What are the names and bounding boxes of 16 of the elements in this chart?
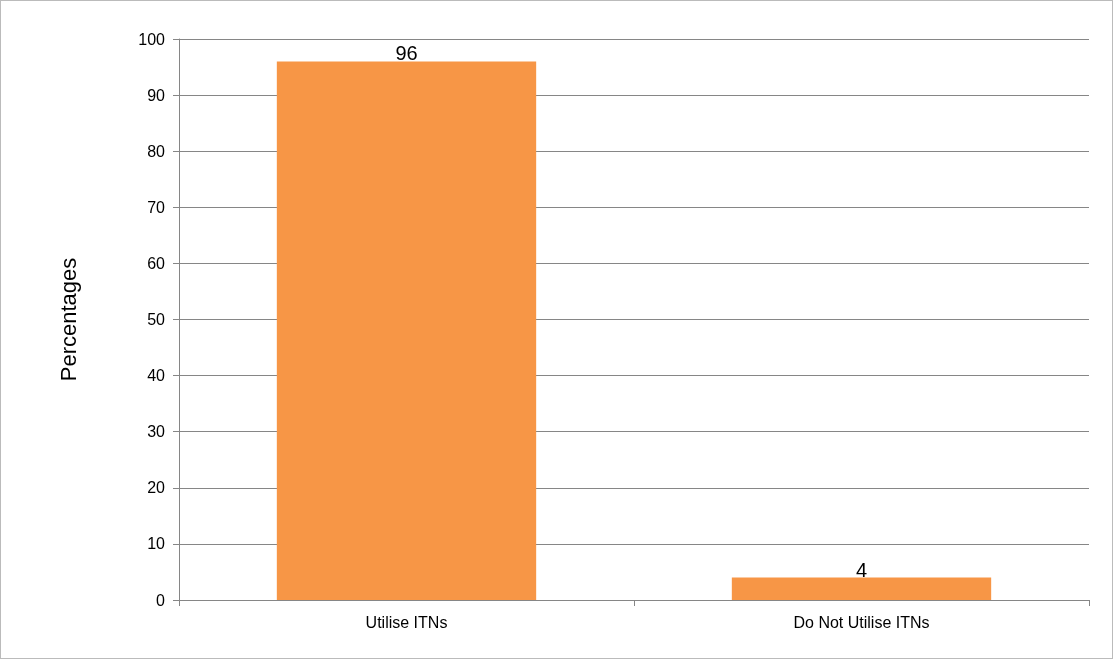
y-tick-label: 40 bbox=[147, 367, 166, 385]
data-label: 4 bbox=[855, 558, 868, 581]
y-tick-label: 0 bbox=[156, 591, 166, 609]
y-tick-label: 70 bbox=[147, 198, 166, 216]
y-axis-title: Percentages bbox=[55, 257, 81, 382]
y-tick-label: 80 bbox=[147, 142, 166, 160]
y-tick-label: 60 bbox=[147, 254, 166, 272]
y-tick-label: 20 bbox=[147, 479, 166, 497]
y-tick-label: 50 bbox=[147, 311, 166, 328]
y-tick-label: 30 bbox=[147, 423, 166, 441]
y-tick-label: 100 bbox=[138, 30, 166, 48]
data-label: 96 bbox=[395, 42, 418, 65]
y-tick-label: 10 bbox=[147, 535, 166, 553]
y-tick-label: 90 bbox=[147, 86, 166, 104]
x-tick-label: Utilise ITNs bbox=[365, 613, 448, 631]
x-tick-label: Do Not Utilise ITNs bbox=[793, 613, 930, 631]
